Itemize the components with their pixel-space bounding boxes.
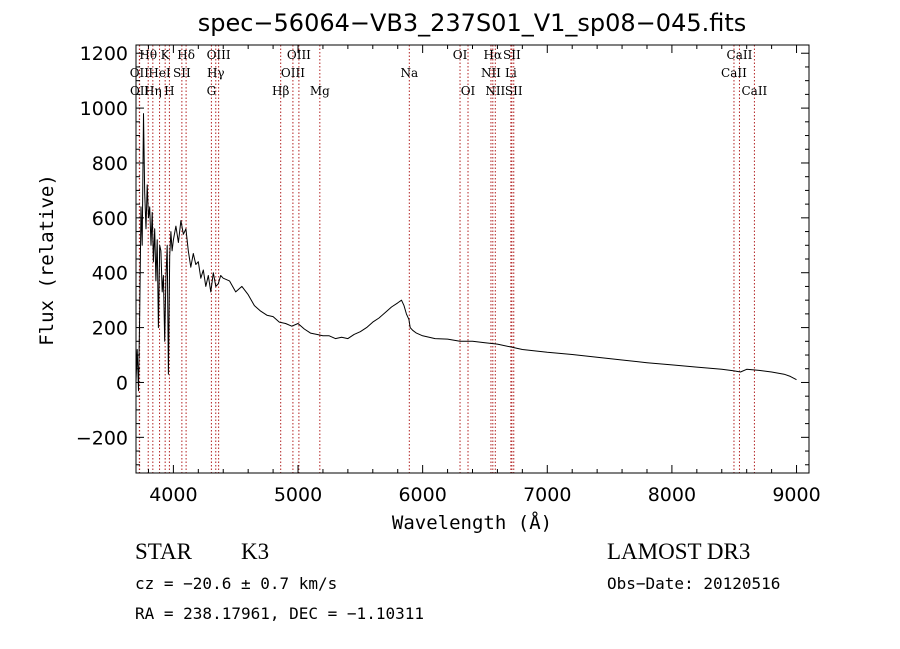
- line-label: Li: [505, 66, 517, 80]
- survey-label: LAMOST DR3: [607, 539, 750, 564]
- line-label: OI: [461, 84, 476, 98]
- y-axis: −200 0 200 400 600 800 1000 1200: [76, 43, 809, 466]
- x-tick-label: 8000: [648, 484, 696, 506]
- line-label: SII: [173, 66, 191, 80]
- chart-title: spec−56064−VB3_237S01_V1_sp08−045.fits: [198, 9, 747, 37]
- line-label: OIII: [281, 66, 305, 80]
- y-tick-label: −200: [76, 427, 128, 449]
- y-tick-label: 800: [92, 153, 128, 175]
- redshift-info: cz = −20.6 ± 0.7 km/s: [135, 574, 337, 593]
- y-tick-label: 200: [92, 318, 128, 340]
- line-label: Hθ: [139, 48, 157, 62]
- coordinates: RA = 238.17961, DEC = −1.10311: [135, 604, 424, 623]
- line-label: SII: [505, 84, 523, 98]
- line-label: Hδ: [177, 48, 195, 62]
- x-axis: 4000 5000 6000 7000 8000 9000: [147, 45, 821, 506]
- x-tick-label: 6000: [398, 484, 446, 506]
- line-label: SII: [503, 48, 521, 62]
- y-tick-label: 1200: [80, 43, 128, 65]
- line-label: NII: [485, 84, 505, 98]
- line-label: CaII: [721, 66, 747, 80]
- line-label: Na: [400, 66, 418, 80]
- x-tick-label: 7000: [523, 484, 571, 506]
- series-layer: [135, 113, 797, 392]
- line-label: OII: [130, 84, 150, 98]
- line-label: CaII: [727, 48, 753, 62]
- line-label: Hβ: [272, 84, 289, 98]
- x-tick-label: 5000: [274, 484, 322, 506]
- plot-frame: [135, 44, 810, 474]
- line-label: Mg: [310, 84, 330, 98]
- line-label: H: [164, 84, 174, 98]
- line-label: HeI: [148, 66, 171, 80]
- line-label: CaII: [741, 84, 767, 98]
- line-label: NII: [481, 66, 501, 80]
- line-label: Hη: [144, 84, 162, 98]
- y-tick-label: 600: [92, 208, 128, 230]
- object-subclass: K3: [241, 539, 269, 564]
- line-label: Hα: [484, 48, 503, 62]
- x-axis-label: Wavelength (Å): [392, 511, 552, 534]
- y-axis-label: Flux (relative): [36, 174, 58, 346]
- x-tick-label: 9000: [772, 484, 820, 506]
- marker-lines: [138, 45, 755, 473]
- line-label: OIII: [287, 48, 311, 62]
- object-type: STAR: [135, 539, 193, 564]
- line-label: K: [161, 48, 171, 62]
- line-label: OIII: [207, 48, 231, 62]
- series-line-spectrum: [135, 113, 797, 392]
- line-label: OII: [130, 66, 150, 80]
- y-tick-label: 1000: [80, 98, 128, 120]
- line-label: G: [207, 84, 217, 98]
- y-tick-label: 400: [92, 263, 128, 285]
- line-label: OI: [453, 48, 468, 62]
- x-tick-label: 4000: [149, 484, 197, 506]
- obs-date: Obs−Date: 20120516: [607, 574, 780, 593]
- y-tick-label: 0: [116, 372, 128, 394]
- line-label: Hγ: [207, 66, 225, 80]
